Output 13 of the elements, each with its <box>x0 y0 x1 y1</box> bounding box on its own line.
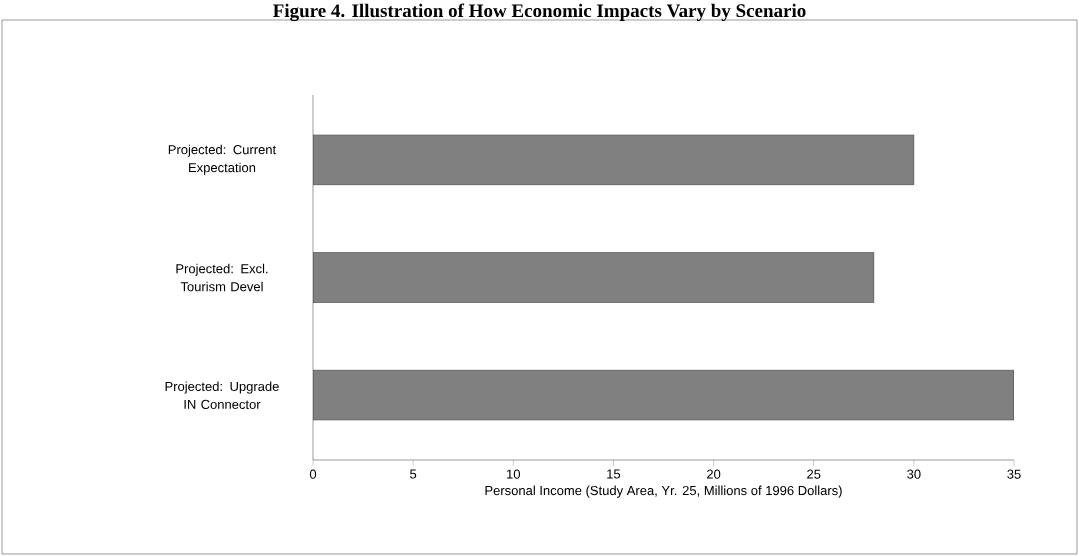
x-axis-title: Personal Income (Study Area, Yr. 25, Millions of 1996 Dollars) <box>485 485 842 498</box>
chart-title: Figure 4. Illustration of How Economic Impacts Vary by Scenario <box>273 3 806 22</box>
x-tick-label: 20 <box>707 469 721 479</box>
x-tick-label: 35 <box>1007 469 1021 479</box>
y-tick-label: Projected: Current Expectation <box>168 144 277 175</box>
y-tick-label: Projected: Upgrade IN Connector <box>165 381 279 409</box>
x-tick-label: 15 <box>607 469 621 479</box>
x-tick-label: 25 <box>807 469 821 479</box>
y-tick-label: Projected: Excl. Tourism Devel <box>176 263 268 292</box>
x-tick-label: 10 <box>507 469 521 479</box>
x-tick-label: 30 <box>907 469 921 479</box>
x-tick-label: 0 <box>309 469 317 479</box>
x-tick-label: 5 <box>410 469 417 479</box>
